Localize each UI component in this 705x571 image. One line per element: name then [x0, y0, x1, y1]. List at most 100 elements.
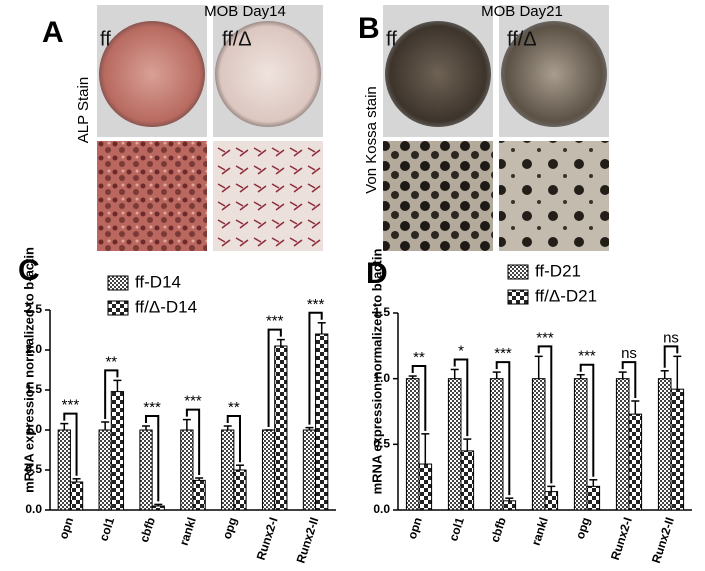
significance-label: ***	[184, 393, 202, 410]
y-tick-label: 0.0	[373, 502, 390, 516]
significance-label: ***	[307, 296, 325, 313]
y-tick-label: 2.5	[25, 302, 42, 316]
legend-swatch	[107, 275, 129, 291]
y-axis-label: mRNA expression normalized to b-actin	[369, 249, 384, 495]
y-tick-label: 1.0	[25, 422, 42, 436]
significance-bracket	[453, 358, 469, 437]
bar	[180, 429, 194, 511]
panel-label: B	[358, 12, 380, 45]
bar	[573, 378, 588, 511]
significance-label: ns	[663, 329, 679, 346]
x-tick-label: rankl	[529, 516, 551, 548]
legend-swatch	[507, 289, 529, 305]
significance-bracket	[537, 345, 553, 484]
bar	[315, 333, 329, 511]
significance-label: ns	[621, 345, 637, 362]
bar	[628, 413, 643, 511]
side-label: Von Kossa stain	[363, 86, 380, 194]
x-tick-label: Runx2-I	[254, 516, 281, 562]
x-tick-label: Runx2-II	[649, 516, 677, 565]
significance-label: **	[228, 399, 240, 416]
panel-label: D	[366, 257, 388, 290]
x-tick-label: Runx2-I	[608, 516, 635, 562]
significance-bracket	[411, 365, 427, 431]
x-tick-label: cbfb	[137, 516, 158, 544]
dish-label: ff	[100, 28, 111, 50]
significance-bracket	[226, 415, 241, 463]
bar	[139, 429, 153, 511]
dish-label: ff	[386, 28, 397, 50]
photo-panel-b	[383, 5, 609, 251]
panel-title: MOB Day21	[481, 3, 563, 20]
significance-label: ***	[266, 313, 284, 330]
x-tick-label: Runx2-II	[293, 516, 321, 565]
legend-label: ff-D21	[535, 261, 581, 280]
legend-swatch	[107, 300, 129, 316]
x-tick-label: opn	[56, 516, 76, 541]
y-tick-label: 1.0	[373, 371, 390, 385]
bar	[233, 469, 247, 511]
legend-label: ff/Δ-D21	[535, 286, 597, 305]
legend-label: ff/Δ-D14	[135, 297, 197, 316]
bar	[110, 391, 125, 511]
x-tick-label: rankl	[177, 516, 199, 548]
panel-label: A	[42, 16, 64, 49]
significance-label: **	[413, 349, 425, 366]
significance-bracket	[663, 345, 679, 368]
bar	[531, 378, 546, 511]
significance-bracket	[104, 369, 119, 419]
significance-label: ***	[536, 329, 554, 346]
significance-bracket	[579, 363, 595, 477]
bar	[418, 463, 433, 511]
x-tick-label: col1	[446, 515, 467, 542]
bar	[460, 450, 475, 511]
bar	[151, 505, 165, 511]
legend-swatch	[507, 264, 529, 280]
significance-bracket	[145, 415, 160, 502]
bar	[405, 378, 420, 511]
significance-bracket	[185, 408, 201, 475]
y-tick-label: 0.0	[25, 502, 42, 516]
significance-label: *	[458, 342, 464, 359]
significance-bracket	[267, 328, 282, 427]
significance-bracket	[63, 412, 78, 476]
y-tick-label: 1.5	[25, 382, 42, 396]
dish-label: ff/Δ	[222, 28, 252, 50]
panel-title: MOB Day14	[204, 3, 286, 20]
significance-label: ***	[143, 399, 161, 416]
significance-label: ***	[62, 397, 80, 414]
y-tick-label: 2.0	[25, 342, 42, 356]
bar	[670, 388, 685, 511]
y-tick-label: 0.5	[373, 437, 390, 451]
bar	[57, 429, 71, 511]
significance-label: **	[105, 353, 117, 370]
y-tick-label: 1.5	[373, 305, 390, 319]
bar	[302, 429, 317, 511]
bar	[69, 481, 84, 511]
bar	[657, 378, 672, 511]
x-tick-label: opn	[405, 516, 425, 541]
significance-label: ***	[578, 348, 596, 365]
significance-bracket	[308, 311, 323, 425]
dish-label: ff/Δ	[507, 28, 537, 50]
bar	[489, 378, 504, 511]
y-axis-label: mRNA expression normalized to b-actin	[21, 247, 36, 493]
bar	[192, 479, 206, 511]
x-tick-label: col1	[96, 515, 117, 542]
bar	[615, 378, 630, 511]
bar	[98, 429, 112, 511]
legend-label: ff-D14	[135, 272, 181, 291]
x-tick-label: opg	[220, 516, 240, 541]
bar	[502, 500, 517, 511]
bar	[586, 485, 601, 511]
significance-bracket	[495, 361, 511, 496]
bar	[274, 345, 288, 511]
side-label: ALP Stain	[75, 77, 92, 143]
bar	[221, 429, 235, 511]
bar	[447, 378, 462, 511]
panel-label: C	[18, 254, 40, 287]
bar	[261, 429, 276, 511]
significance-bracket	[621, 361, 637, 398]
x-tick-label: opg	[573, 516, 593, 541]
